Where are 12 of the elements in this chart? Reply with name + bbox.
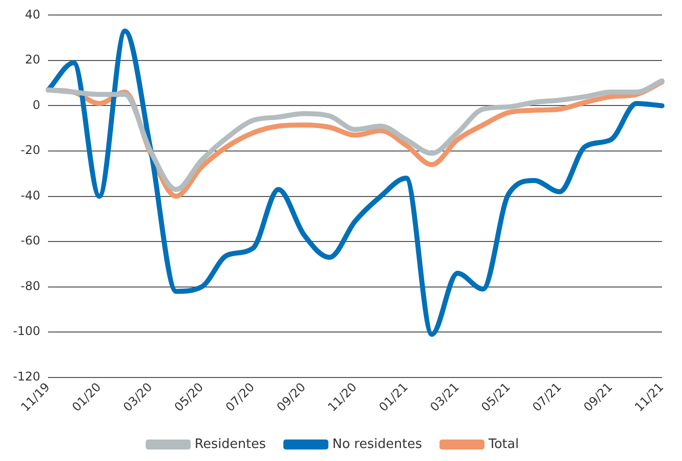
y-tick-label: -120	[13, 369, 40, 384]
y-tick-label: -20	[20, 143, 40, 158]
legend-label: Total	[487, 436, 519, 452]
y-tick-label: -60	[20, 234, 40, 248]
y-tick-label: -80	[20, 278, 40, 293]
legend-label: No residentes	[332, 436, 422, 452]
y-tick-label: 40	[24, 7, 40, 22]
y-tick-label: -40	[20, 188, 40, 202]
y-tick-label: 20	[24, 52, 40, 67]
legend-label: Residentes	[194, 436, 266, 452]
y-tick-label: -100	[13, 324, 40, 338]
y-tick-label: 0	[32, 98, 40, 112]
